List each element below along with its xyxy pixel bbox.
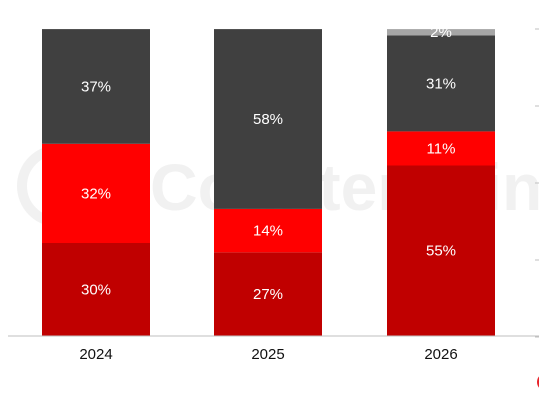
data-label-2025-s1: 14% [253, 223, 283, 240]
bar-segment-2024-s1 [42, 143, 150, 243]
category-label-2024: 2024 [79, 346, 112, 363]
category-label-2026: 2026 [424, 346, 457, 363]
data-label-2026-s2: 31% [426, 75, 456, 92]
category-label-2025: 2025 [251, 346, 284, 363]
bar-segment-2026-s1 [387, 131, 495, 166]
bar-segment-2026-s2 [387, 35, 495, 132]
data-label-2025-s0: 27% [253, 286, 283, 303]
data-label-2026-s3: 2% [430, 24, 452, 41]
bar-segment-2024-s2 [42, 29, 150, 144]
segment-labels-group: 30% 32% 37% 27% 14% 58% 55% 11% 31% 2% [81, 24, 456, 303]
data-label-2024-s0: 30% [81, 281, 111, 298]
data-label-2024-s1: 32% [81, 185, 111, 202]
bar-segment-2024-s0 [42, 243, 150, 336]
right-axis-ticks [535, 28, 539, 338]
category-labels-group: 2024 2025 2026 [79, 346, 457, 363]
bars-group [42, 29, 495, 336]
bar-segment-2025-s1 [214, 208, 322, 253]
data-label-2025-s2: 58% [253, 111, 283, 128]
bar-segment-2026-s3 [387, 29, 495, 36]
bar-segment-2026-s0 [387, 165, 495, 336]
data-label-2026-s1: 11% [427, 140, 456, 157]
data-label-2026-s0: 55% [426, 243, 456, 260]
data-label-2024-s2: 37% [81, 78, 111, 95]
bar-segment-2025-s2 [214, 29, 322, 209]
bar-segment-2025-s0 [214, 252, 322, 336]
